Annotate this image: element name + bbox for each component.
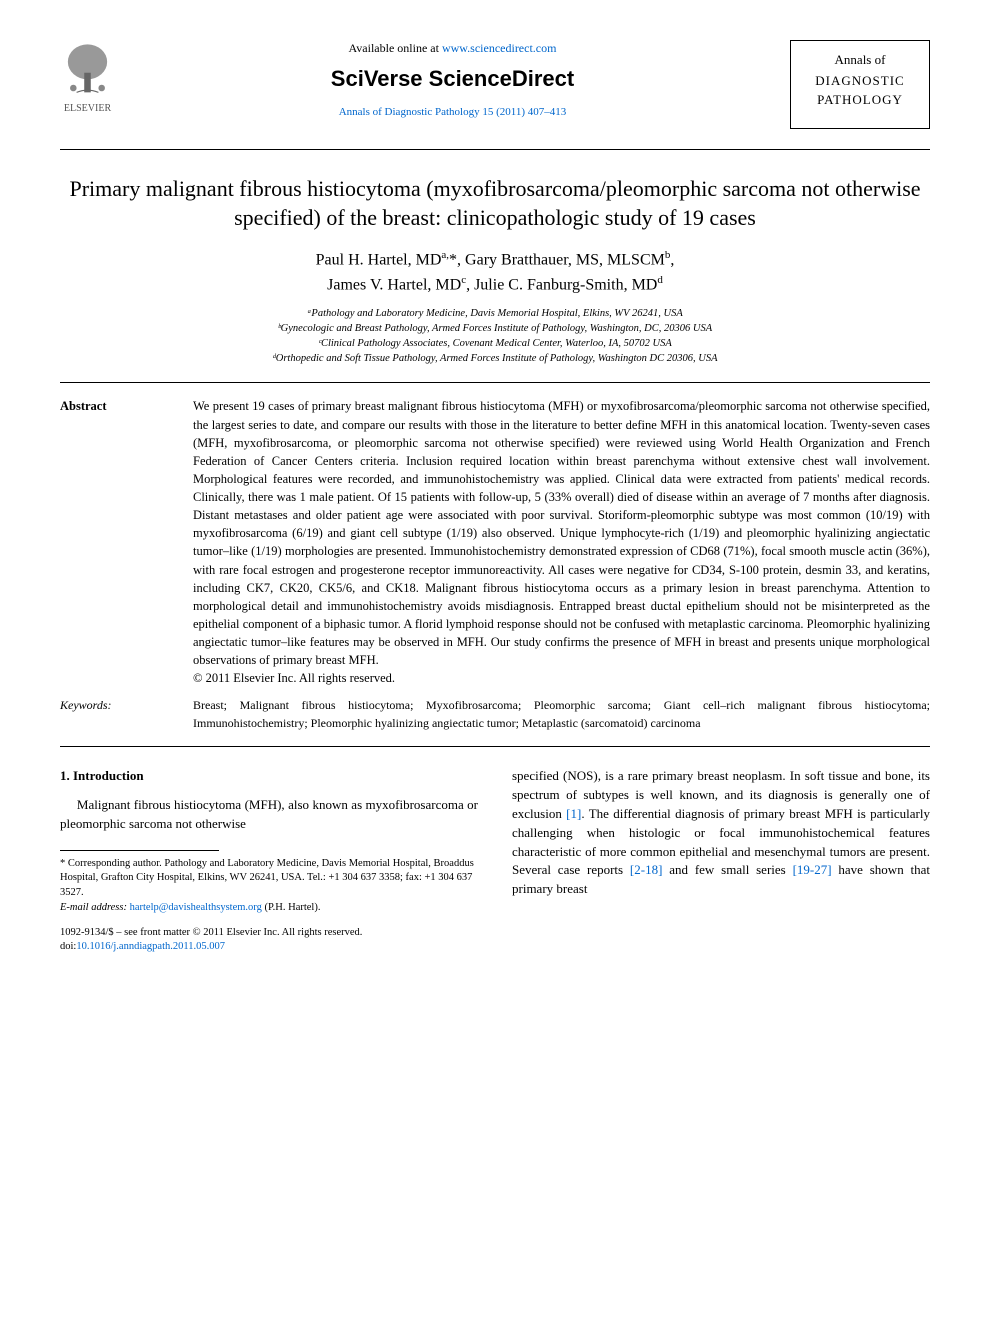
doi-block: 1092-9134/$ – see front matter © 2011 El…	[60, 926, 478, 954]
left-column: 1. Introduction Malignant fibrous histio…	[60, 767, 478, 954]
author-email[interactable]: hartelp@davishealthsystem.org	[130, 902, 262, 913]
ref-2-18[interactable]: [2-18]	[630, 862, 663, 877]
author-list: Paul H. Hartel, MDa,*, Gary Bratthauer, …	[60, 247, 930, 298]
email-label: E-mail address:	[60, 902, 127, 913]
header-center: Available online at www.sciencedirect.co…	[115, 40, 790, 121]
footnote-star-text: * Corresponding author. Pathology and La…	[60, 858, 474, 898]
journal-citation[interactable]: Annals of Diagnostic Pathology 15 (2011)…	[130, 105, 775, 121]
publisher-logo: ELSEVIER	[60, 40, 115, 117]
intro-paragraph-left: Malignant fibrous histiocytoma (MFH), al…	[60, 796, 478, 834]
email-suffix: (P.H. Hartel).	[262, 902, 321, 913]
abstract-bottom-rule	[60, 746, 930, 747]
available-prefix: Available online at	[349, 41, 442, 55]
platform-brand: SciVerse ScienceDirect	[130, 63, 775, 95]
abstract-body: We present 19 cases of primary breast ma…	[193, 399, 930, 667]
keywords-text: Breast; Malignant fibrous histiocytoma; …	[193, 697, 930, 732]
available-online-line: Available online at www.sciencedirect.co…	[130, 40, 775, 57]
footnote-rule	[60, 850, 219, 851]
keywords-block: Keywords: Breast; Malignant fibrous hist…	[60, 697, 930, 732]
right-column: specified (NOS), is a rare primary breas…	[512, 767, 930, 954]
elsevier-tree-icon	[60, 40, 115, 100]
issn-line: 1092-9134/$ – see front matter © 2011 El…	[60, 926, 478, 940]
corresponding-author-footnote: * Corresponding author. Pathology and La…	[60, 857, 478, 901]
sciencedirect-url[interactable]: www.sciencedirect.com	[442, 41, 557, 55]
article-title: Primary malignant fibrous histiocytoma (…	[60, 174, 930, 233]
abstract-text: We present 19 cases of primary breast ma…	[193, 397, 930, 687]
intro-paragraph-right: specified (NOS), is a rare primary breas…	[512, 767, 930, 899]
doi-prefix: doi:	[60, 941, 76, 952]
affiliations: ᵃPathology and Laboratory Medicine, Davi…	[60, 306, 930, 367]
journal-box-line2: DIAGNOSTIC	[803, 72, 917, 91]
intro-r-c: and few small series	[662, 862, 792, 877]
abstract-label: Abstract	[60, 397, 155, 687]
abstract-block: Abstract We present 19 cases of primary …	[60, 397, 930, 687]
publisher-name: ELSEVIER	[64, 102, 111, 117]
journal-title-box: Annals of DIAGNOSTIC PATHOLOGY	[790, 40, 930, 129]
doi-link[interactable]: 10.1016/j.anndiagpath.2011.05.007	[76, 941, 225, 952]
email-footnote: E-mail address: hartelp@davishealthsyste…	[60, 901, 478, 916]
abstract-top-rule	[60, 382, 930, 383]
body-columns: 1. Introduction Malignant fibrous histio…	[60, 767, 930, 954]
ref-1[interactable]: [1]	[566, 806, 581, 821]
journal-box-line3: PATHOLOGY	[803, 91, 917, 110]
page-header: ELSEVIER Available online at www.science…	[60, 40, 930, 129]
keywords-label: Keywords:	[60, 697, 155, 732]
journal-box-line1: Annals of	[803, 51, 917, 70]
section-heading: 1. Introduction	[60, 767, 478, 786]
abstract-copyright: © 2011 Elsevier Inc. All rights reserved…	[193, 671, 395, 685]
header-rule	[60, 149, 930, 150]
ref-19-27[interactable]: [19-27]	[793, 862, 832, 877]
